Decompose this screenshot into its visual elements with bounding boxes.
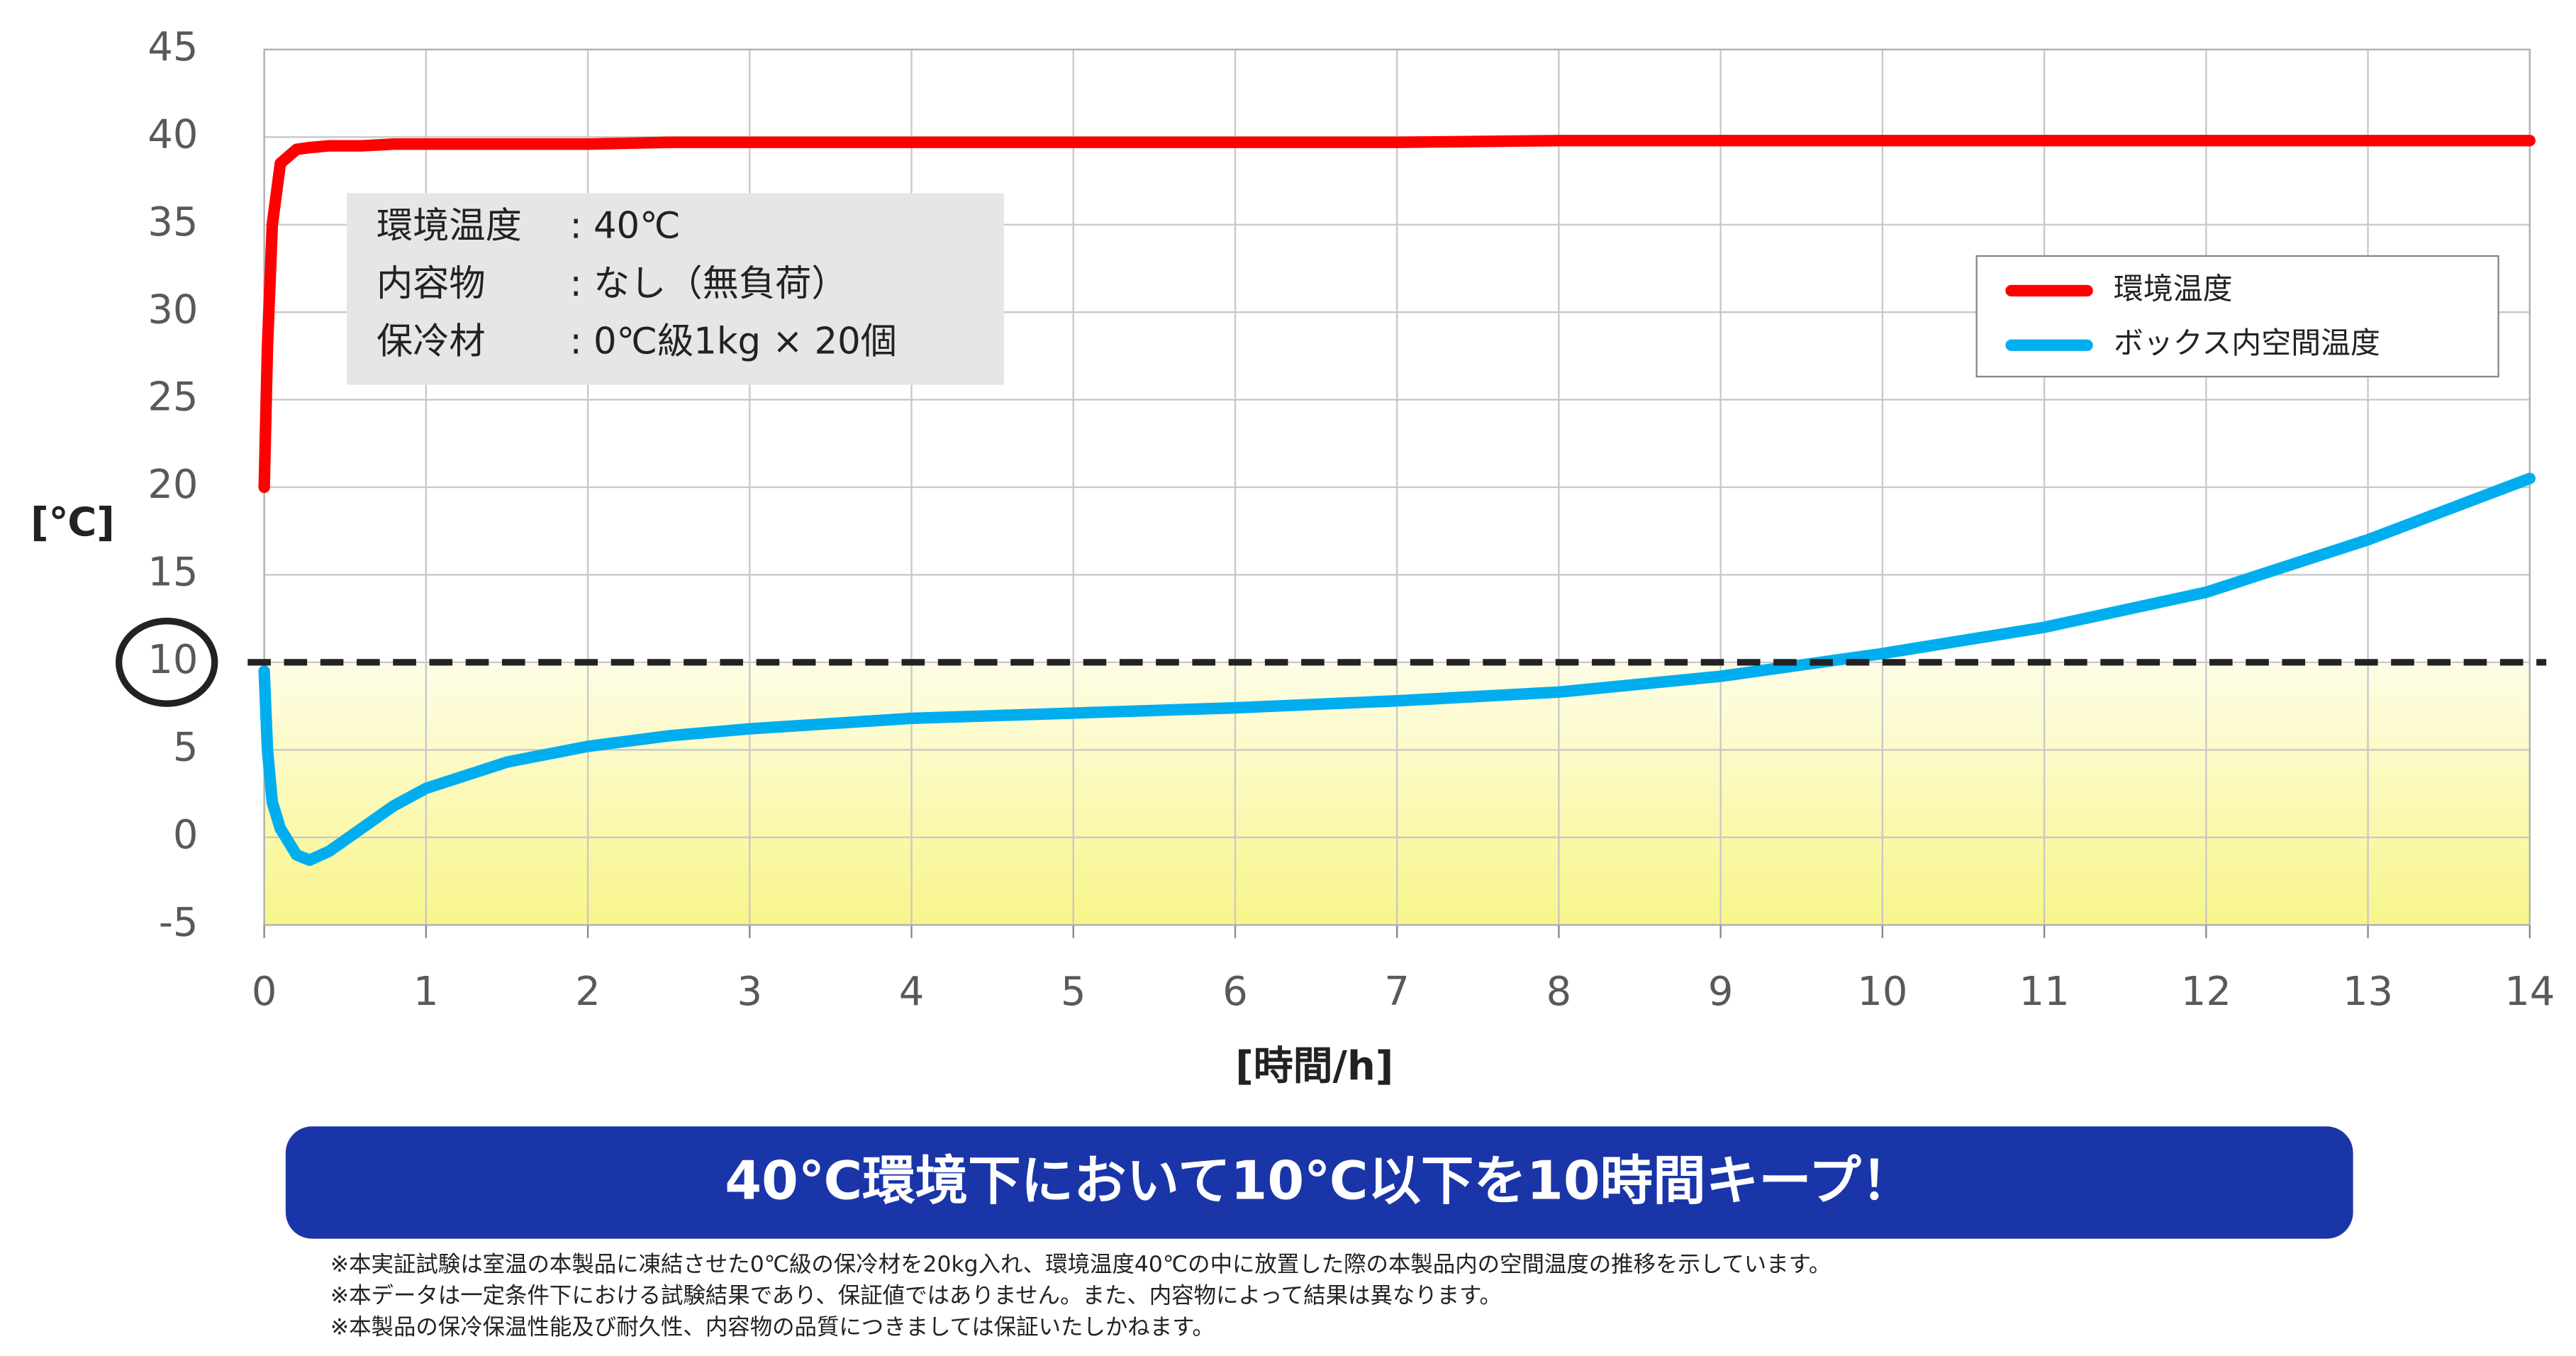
x-tick-label: 5: [1061, 969, 1086, 1015]
y-tick-label: 25: [147, 374, 198, 421]
series-line: [258, 472, 2536, 866]
y-tick-label: -5: [159, 899, 199, 945]
x-tick-label: 3: [737, 969, 763, 1015]
y-tick-label: 30: [147, 287, 198, 333]
threshold-circle: [116, 617, 218, 707]
banner-text: 40℃環境下において10℃以下を10時間キープ！: [725, 1150, 1914, 1211]
x-tick-label: 7: [1384, 969, 1410, 1015]
y-tick-label: 5: [173, 724, 199, 770]
banner: [285, 1126, 2353, 1239]
legend-label: ボックス内空間温度: [2114, 326, 2380, 360]
footnote: ※本実証試験は室温の本製品に凍結させた0℃級の保冷材を20kg入れ、環境温度40…: [330, 1252, 1831, 1277]
info-label: 内容物: [377, 262, 486, 305]
info-value: : 40℃: [569, 204, 680, 247]
y-axis-label: [℃]: [30, 500, 115, 546]
y-tick-label: 0: [173, 812, 199, 858]
x-tick-label: 11: [2019, 969, 2070, 1015]
x-tick-label: 1: [413, 969, 439, 1015]
x-axis-label: [時間/h]: [1235, 1043, 1393, 1089]
info-box: [347, 193, 1004, 385]
info-value: : 0℃級1kg × 20個: [569, 320, 896, 362]
x-tick-label: 14: [2504, 969, 2555, 1015]
x-tick-label: 6: [1222, 969, 1248, 1015]
x-tick-label: 4: [899, 969, 925, 1015]
info-label: 保冷材: [377, 320, 486, 362]
x-tick-label: 9: [1708, 969, 1734, 1015]
x-tick-label: 12: [2181, 969, 2231, 1015]
x-tick-label: 10: [1857, 969, 1907, 1015]
x-tick-label: 0: [252, 969, 277, 1015]
info-label: 環境温度: [377, 204, 522, 247]
series-line: [258, 135, 2536, 494]
info-value: : なし（無負荷）: [569, 262, 847, 305]
y-tick-label: 40: [147, 111, 198, 157]
x-tick-label: 2: [575, 969, 601, 1015]
x-tick-label: 13: [2343, 969, 2393, 1015]
y-tick-label: 15: [147, 550, 198, 596]
y-tick-label: 20: [147, 462, 198, 508]
y-tick-label: 35: [147, 199, 198, 245]
legend-label: 環境温度: [2114, 271, 2233, 306]
footnote: ※本製品の保冷保温性能及び耐久性、内容物の品質につきましては保証いたしかねます。: [330, 1314, 1215, 1340]
y-tick-label: 10: [147, 637, 198, 683]
footnote: ※本データは一定条件下における試験結果であり、保証値ではありません。また、内容物…: [330, 1283, 1502, 1308]
y-tick-label: 45: [147, 24, 198, 70]
legend-box: [1975, 255, 2499, 378]
x-tick-label: 8: [1546, 969, 1572, 1015]
